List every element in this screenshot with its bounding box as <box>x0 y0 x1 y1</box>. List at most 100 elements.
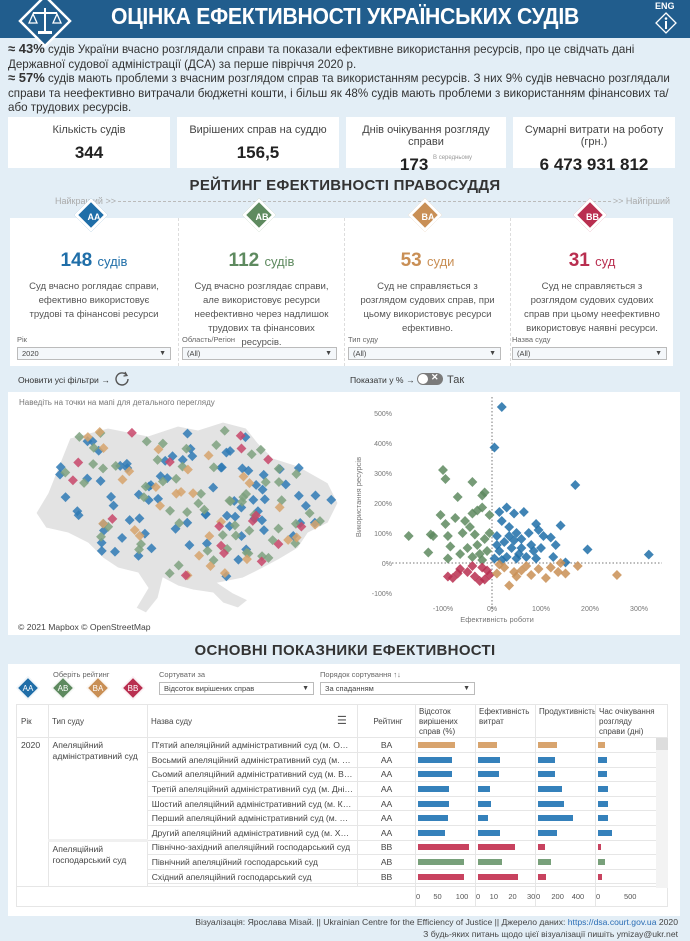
data-source-link[interactable]: https://dsa.court.gov.ua <box>567 917 657 927</box>
map-court-point-bb[interactable] <box>216 540 227 551</box>
map-court-point-bb[interactable] <box>235 430 246 441</box>
table-row[interactable]: Східний апеляційний господарський суд BB <box>17 869 656 885</box>
percent-toggle[interactable]: ✕ <box>417 372 443 385</box>
scatter-point-ba[interactable] <box>545 562 556 573</box>
indicator-bar[interactable] <box>478 756 500 763</box>
sort-order-select[interactable]: За спаданням ▼ <box>320 682 475 695</box>
scatter-point-bb[interactable] <box>482 565 493 576</box>
scatter-point-ab[interactable] <box>455 549 466 559</box>
map-court-point-aa[interactable] <box>60 492 71 503</box>
indicator-bar[interactable] <box>418 756 453 763</box>
scatter-point-ab[interactable] <box>479 534 490 544</box>
scrollbar-thumb[interactable] <box>656 738 668 750</box>
map-court-point-ab[interactable] <box>202 545 213 556</box>
scatter-point-ba[interactable] <box>560 568 571 579</box>
indicator-bar[interactable] <box>418 873 464 880</box>
scatter-point-ab[interactable] <box>445 541 456 552</box>
indicator-bar[interactable] <box>478 829 500 836</box>
indicator-bar[interactable] <box>478 873 519 880</box>
scatter-point-aa[interactable] <box>570 480 581 490</box>
map-court-point-aa[interactable] <box>187 451 198 462</box>
scatter-point-aa[interactable] <box>506 543 517 553</box>
indicator-bar[interactable] <box>538 844 546 851</box>
scatter-point-aa[interactable] <box>538 531 549 541</box>
scatter-point-ab[interactable] <box>477 502 488 513</box>
indicator-bar[interactable] <box>538 771 556 778</box>
indicator-bar[interactable] <box>598 859 606 866</box>
scatter-point-ba[interactable] <box>533 564 544 574</box>
scatter-point-aa[interactable] <box>496 516 507 526</box>
map-court-point-ab[interactable] <box>211 440 222 450</box>
indicator-bar[interactable] <box>598 786 609 793</box>
indicator-bar[interactable] <box>418 771 452 778</box>
column-header[interactable]: Рік <box>21 717 32 726</box>
table-row[interactable]: Другий апеляційний адміністративний суд … <box>17 825 656 841</box>
map-court-point-ba[interactable] <box>150 482 161 492</box>
column-header[interactable]: Ефективність витрат <box>479 707 530 726</box>
map-court-point-bb[interactable] <box>251 510 262 521</box>
table-row[interactable]: Сьомий апеляційний адміністративний суд … <box>17 767 656 783</box>
scatter-point-ab[interactable] <box>472 540 483 550</box>
filter-select[interactable]: (All) ▼ <box>512 347 667 360</box>
indicator-bar[interactable] <box>478 786 491 793</box>
scatter-point-aa[interactable] <box>489 553 500 564</box>
map-court-point-ab[interactable] <box>199 504 210 515</box>
scatter-point-bb[interactable] <box>467 561 478 571</box>
map-court-point-aa[interactable] <box>237 463 248 474</box>
ukraine-map[interactable] <box>8 408 342 620</box>
table-scrollbar[interactable] <box>656 738 668 888</box>
scatter-point-ab[interactable] <box>467 552 478 562</box>
map-court-point-aa[interactable] <box>258 469 269 480</box>
scatter-point-ab[interactable] <box>457 528 468 538</box>
scatter-point-ab[interactable] <box>469 529 480 540</box>
indicator-bar[interactable] <box>418 815 448 822</box>
map-court-point-ba[interactable] <box>176 486 187 497</box>
indicator-bar[interactable] <box>418 800 450 807</box>
map-court-point-aa[interactable] <box>225 446 236 456</box>
rating-card-aa[interactable]: AA 148 судів Суд вчасно роглядає справи, е… <box>10 198 178 366</box>
scatter-point-ab[interactable] <box>477 490 488 501</box>
indicator-bar[interactable] <box>598 873 603 880</box>
table-row[interactable]: Третій апеляційний адміністративний суд … <box>17 781 656 797</box>
scatter-point-aa[interactable] <box>511 553 522 564</box>
map-court-point-ab[interactable] <box>165 505 175 516</box>
scatter-point-ab[interactable] <box>403 531 414 541</box>
scatter-point-aa[interactable] <box>491 531 502 541</box>
language-switch-button[interactable]: ENG <box>655 1 675 11</box>
map-court-point-ab[interactable] <box>224 495 235 506</box>
column-header[interactable]: Назва суду <box>151 717 193 726</box>
table-body[interactable]: 2020 Апеляційний адміністративний суд П'ят… <box>17 738 667 886</box>
indicator-bar[interactable] <box>478 859 502 866</box>
indicator-bar[interactable] <box>598 771 608 778</box>
map-court-point-ab[interactable] <box>229 520 240 531</box>
indicator-bar[interactable] <box>598 800 609 807</box>
map-court-point-aa[interactable] <box>248 494 259 505</box>
scatter-point-aa[interactable] <box>496 402 507 412</box>
map-court-point-aa[interactable] <box>259 525 269 536</box>
map-court-point-ba[interactable] <box>182 464 193 475</box>
scatter-point-ba[interactable] <box>521 561 532 571</box>
map-court-point-ab[interactable] <box>276 495 287 506</box>
map-court-point-ab[interactable] <box>196 488 206 499</box>
indicator-bar[interactable] <box>418 844 469 851</box>
map-court-point-ab[interactable] <box>157 438 168 449</box>
rating-card-bb[interactable]: BB 31 суд Суд не справляється з розглядом … <box>510 198 673 366</box>
scatter-point-ba[interactable] <box>612 570 622 580</box>
map-court-point-aa[interactable] <box>95 476 106 486</box>
map-court-point-ba[interactable] <box>238 471 249 482</box>
scatter-point-ba[interactable] <box>555 558 566 568</box>
map-court-point-bb[interactable] <box>180 570 191 581</box>
indicator-bar[interactable] <box>538 829 557 836</box>
indicator-bar[interactable] <box>538 756 556 763</box>
sort-icon[interactable]: ☰ <box>337 715 347 727</box>
table-row[interactable]: Перший апеляційний адміністративний суд … <box>17 810 656 827</box>
scatter-point-ab[interactable] <box>442 553 453 564</box>
map-court-point-aa[interactable] <box>233 554 244 565</box>
map-court-point-ba[interactable] <box>291 532 302 543</box>
scatter-point-ab[interactable] <box>440 519 451 529</box>
indicator-bar[interactable] <box>418 859 464 866</box>
scatter-point-ab[interactable] <box>467 477 478 487</box>
map-court-point-ab[interactable] <box>181 443 192 454</box>
indicator-bar[interactable] <box>418 786 450 793</box>
scatter-point-ab[interactable] <box>460 516 470 526</box>
